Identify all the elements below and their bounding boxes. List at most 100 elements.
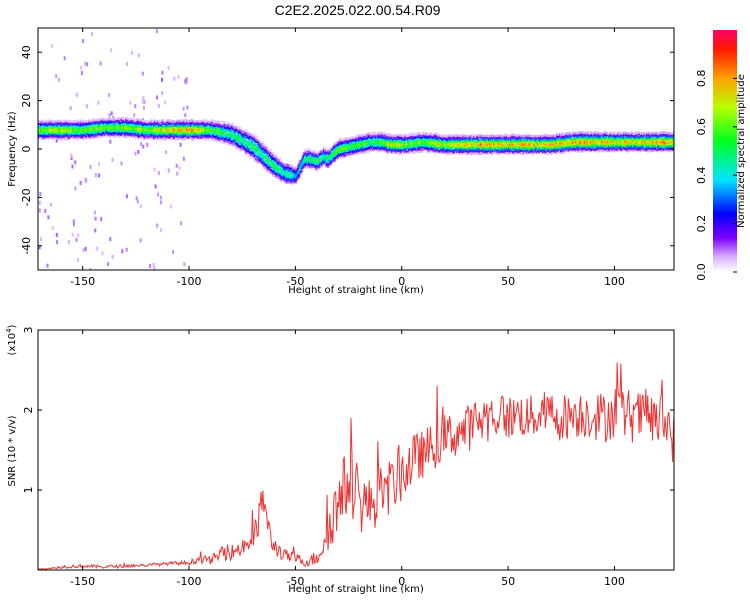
heatmap-cell [478,140,480,143]
heatmap-cell [141,122,143,126]
heatmap-cell [202,129,205,132]
heatmap-cell [397,138,400,142]
heatmap-cell [345,141,347,145]
heatmap-cell [412,148,414,152]
heatmap-cell [315,159,318,162]
heatmap-cell [40,134,42,137]
heatmap-cell [277,163,279,166]
heatmap-cell [473,152,475,155]
heatmap-cell [481,152,484,155]
heatmap-cell [183,125,186,128]
heatmap-cell [343,152,345,155]
heatmap-cell [183,134,186,138]
heatmap-cell [453,144,456,148]
heatmap-cell [406,145,408,148]
heatmap-cell [62,132,65,136]
heatmap-cell [156,119,158,123]
heatmap-cell [447,143,450,146]
heatmap-cell [40,130,42,133]
heatmap-cell [487,137,490,140]
heatmap-cell [478,152,480,156]
heatmap-cell [447,138,450,142]
heatmap-cell [418,137,421,140]
heatmap-cell [64,125,67,128]
heatmap-cell [272,172,274,175]
heatmap-cell [451,147,454,150]
heatmap-cell [403,143,406,146]
heatmap-cell [347,141,350,144]
heatmap-cell [373,147,375,151]
heatmap-cell [84,246,87,251]
heatmap-cell [295,168,297,171]
heatmap-cell [62,137,65,140]
heatmap-cell [471,151,474,155]
heatmap-cell [62,134,65,137]
heatmap-cell [511,139,513,142]
heatmap-cell [329,164,331,168]
heatmap-cell [178,122,180,125]
heatmap-cell [478,134,480,137]
heatmap-cell [217,123,220,127]
heatmap-cell [294,177,296,181]
heatmap-cell [180,134,183,137]
heatmap-cell [340,144,342,148]
heatmap-cell [94,136,96,139]
heatmap-cell [192,138,194,141]
heatmap-cell [50,133,53,136]
heatmap-cell [511,133,513,136]
heatmap-cell [379,146,381,149]
heatmap-cell [181,124,184,127]
heatmap-cell [264,159,267,162]
heatmap-cell [349,139,352,142]
heatmap-cell [249,153,252,156]
heatmap-cell [98,120,101,123]
heatmap-cell [117,128,120,132]
heatmap-cell [440,148,442,151]
heatmap-cell [169,133,172,136]
heatmap-cell [210,124,212,127]
heatmap-cell [253,154,256,157]
heatmap-cell [498,139,501,143]
heatmap-cell [390,143,392,146]
heatmap-cell [280,176,283,179]
heatmap-cell [239,126,241,130]
heatmap-cell [268,158,271,161]
heatmap-cell [106,118,108,121]
heatmap-cell [59,125,61,128]
heatmap-cell [71,232,74,237]
heatmap-cell [98,173,101,178]
heatmap-cell [465,142,468,145]
heatmap-cell [513,135,515,138]
heatmap-cell [361,144,363,147]
heatmap-cell [440,139,442,142]
heatmap-cell [180,135,183,139]
heatmap-cell [50,43,53,48]
heatmap-cell [413,139,415,142]
heatmap-cell [100,118,103,121]
heatmap-cell [408,148,410,151]
heatmap-cell [358,144,360,148]
heatmap-cell [67,125,70,128]
heatmap-cell [504,147,507,150]
heatmap-cell [350,141,353,144]
heatmap-cell [369,136,372,140]
heatmap-cell [507,149,509,152]
heatmap-cell [178,125,180,128]
heatmap-cell [108,113,111,118]
heatmap-cell [268,166,271,169]
heatmap-cell [289,175,291,179]
heatmap-cell [137,150,140,154]
heatmap-cell [446,138,448,142]
heatmap-cell [151,135,154,138]
heatmap-cell [190,127,192,130]
heatmap-cell [448,142,451,146]
heatmap-cell [503,133,506,136]
heatmap-cell [219,131,222,134]
heatmap-cell [184,128,187,131]
heatmap-cell [176,171,179,176]
heatmap-cell [172,129,174,133]
heatmap-cell [269,164,272,167]
heatmap-cell [318,167,321,170]
heatmap-cell [51,129,54,132]
heatmap-cell [286,171,289,175]
